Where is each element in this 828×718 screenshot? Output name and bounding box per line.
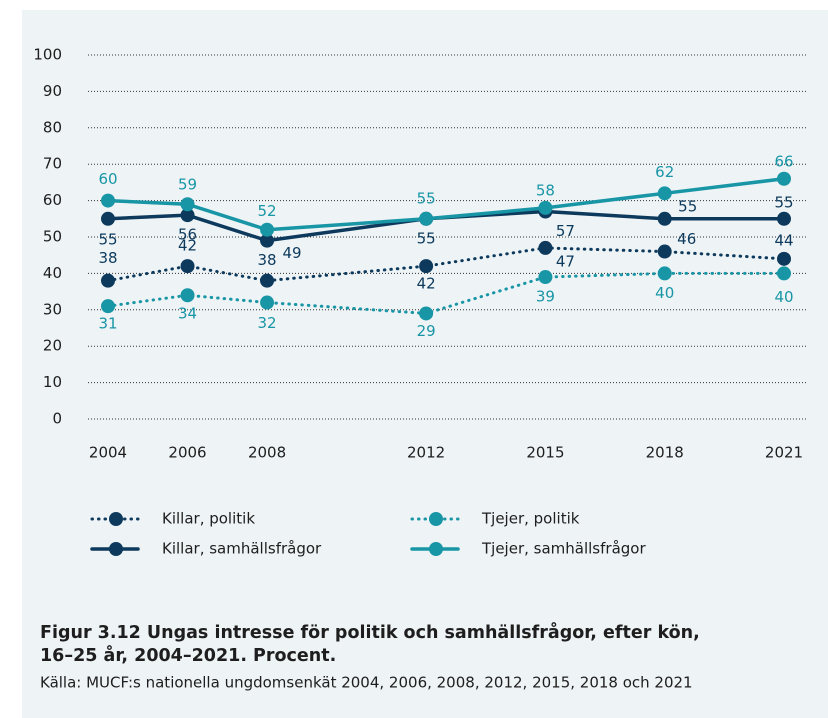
data-label: 44 [774,231,793,249]
point [419,259,434,274]
y-tick-label: 30 [43,300,62,318]
point [657,211,672,226]
point [419,211,434,226]
x-tick-label: 2004 [89,444,127,462]
data-label: 55 [98,230,117,248]
legend-marker [109,512,123,526]
point [657,266,672,281]
point [657,186,672,201]
data-label: 55 [774,193,793,211]
point [538,200,553,215]
point [101,273,115,288]
point [260,295,275,310]
data-label: 57 [556,222,575,240]
point [180,197,195,212]
legend-marker [429,512,443,526]
legend-label: Killar, politik [162,510,255,528]
data-label: 49 [283,244,302,262]
data-label: 42 [178,237,197,255]
x-tick-label: 2006 [168,444,206,462]
data-label: 46 [677,230,696,248]
data-label: 34 [178,305,197,323]
data-label: 29 [417,322,436,340]
data-label: 62 [655,163,674,181]
point [260,222,275,237]
point [180,208,195,223]
point [180,288,195,303]
data-label: 58 [536,181,555,199]
y-tick-label: 100 [33,46,62,64]
point [419,306,434,321]
data-label: 39 [536,288,555,306]
y-tick-label: 0 [52,410,62,428]
legend-label: Tjejer, politik [481,510,580,528]
legend-marker [429,542,443,556]
data-label: 38 [98,249,117,267]
legend-marker [109,542,123,556]
point [777,171,791,186]
data-label: 55 [417,229,436,247]
x-tick-label: 2015 [526,444,564,462]
data-label: 60 [98,170,117,188]
point [101,193,115,208]
chart-title: Figur 3.12 Ungas intresse för politik oc… [40,621,700,666]
data-label: 47 [556,252,575,270]
data-label: 55 [678,197,697,215]
point [101,211,115,226]
x-tick-label: 2018 [646,444,684,462]
y-tick-label: 50 [43,228,62,246]
data-label: 42 [417,275,436,293]
data-label: 55 [417,189,436,207]
point [538,270,553,285]
x-tick-label: 2012 [407,444,445,462]
y-tick-label: 90 [43,82,62,100]
y-tick-label: 20 [43,337,62,355]
x-tick-label: 2008 [248,444,286,462]
point [777,266,791,281]
point [260,273,275,288]
data-label: 31 [98,315,117,333]
y-tick-label: 60 [43,191,62,209]
data-label: 59 [178,176,197,194]
panel [22,10,828,718]
data-label: 52 [258,202,277,220]
x-tick-label: 2021 [765,444,803,462]
point [777,251,791,266]
point [101,299,115,314]
point [777,211,791,226]
data-label: 32 [258,314,277,332]
point [180,259,195,274]
data-label: 66 [774,152,793,170]
y-tick-label: 40 [43,264,62,282]
data-label: 56 [178,226,197,244]
data-label: 38 [258,251,277,269]
y-tick-label: 10 [43,373,62,391]
data-label: 40 [774,288,793,306]
legend-label: Killar, samhällsfrågor [162,540,322,558]
y-tick-label: 80 [43,118,62,136]
data-label: 40 [655,284,674,302]
y-tick-label: 70 [43,155,62,173]
point [538,240,553,255]
legend-label: Tjejer, samhällsfrågor [481,540,646,558]
point [657,244,672,259]
source: Källa: MUCF:s nationella ungdomsenkät 20… [40,674,693,692]
point [260,233,275,248]
